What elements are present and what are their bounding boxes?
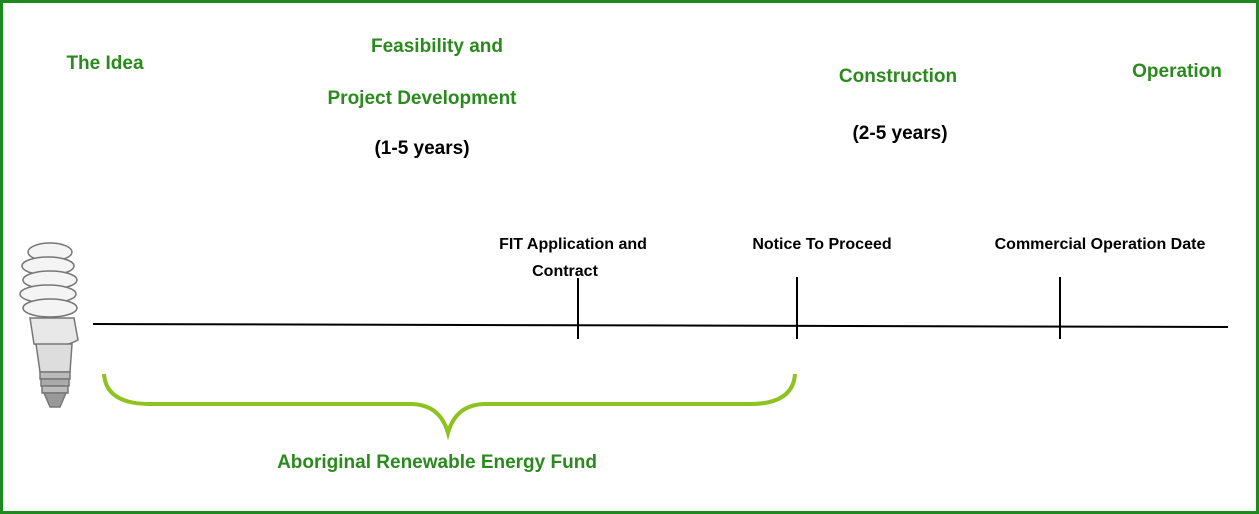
milestone-label: FIT Application and: [499, 236, 647, 253]
milestone-label: Contract: [532, 263, 598, 280]
milestone-label: Commercial Operation Date: [995, 236, 1206, 253]
frame: [2, 2, 1258, 513]
phase-title: The Idea: [66, 53, 144, 74]
phase-duration: (2-5 years): [852, 123, 947, 144]
phase-title: Construction: [839, 66, 957, 87]
milestone-label: Notice To Proceed: [752, 236, 891, 253]
fund-label: Aboriginal Renewable Energy Fund: [277, 452, 597, 473]
diagram: The Idea Feasibility and Project Develop…: [0, 0, 1259, 514]
phase-duration: (1-5 years): [374, 138, 469, 159]
phase-title: Operation: [1132, 61, 1222, 82]
phase-title: Feasibility and: [371, 36, 503, 57]
phase-title: Project Development: [328, 88, 518, 109]
